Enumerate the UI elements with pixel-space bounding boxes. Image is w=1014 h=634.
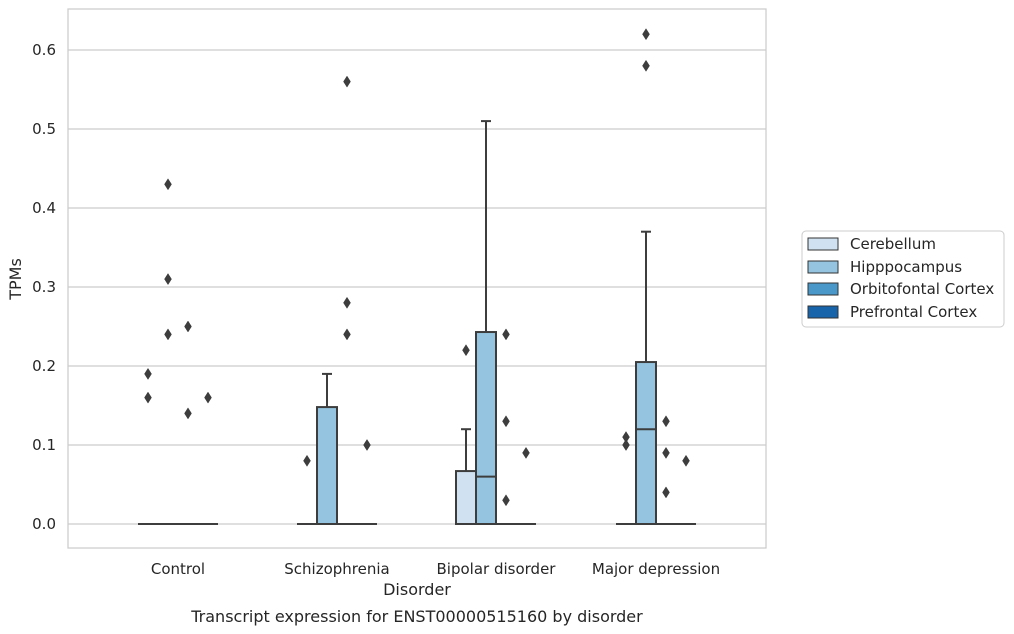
legend-label: Cerebellum — [850, 235, 936, 253]
box-plot — [656, 415, 676, 525]
legend-swatch — [807, 237, 839, 251]
y-tick-label: 0.0 — [32, 515, 56, 533]
legend-frame — [801, 230, 1005, 328]
box-plot — [158, 178, 178, 525]
legend-label: Orbitofontal Cortex — [850, 280, 994, 298]
outlier-point — [164, 273, 172, 286]
outlier-point — [522, 446, 530, 459]
legend-swatch — [807, 305, 839, 319]
box — [316, 406, 338, 525]
y-tick-labels: 0.0 0.1 0.2 0.3 0.4 0.5 0.6 — [32, 41, 56, 533]
outlier-point — [184, 320, 192, 333]
x-tick-labels: Control Schizophrenia Bipolar disorder Majo… — [151, 560, 720, 578]
outlier-point — [184, 407, 192, 420]
box-plot — [178, 320, 198, 525]
x-tick-label: Control — [151, 560, 205, 578]
x-tick-label: Bipolar disorder — [437, 560, 557, 578]
box-plot — [616, 431, 636, 525]
box-plot — [676, 454, 696, 525]
outlier-point — [622, 439, 630, 451]
box-plot — [297, 454, 317, 525]
y-tick-label: 0.3 — [32, 278, 56, 296]
outlier-point — [642, 28, 650, 41]
y-tick-label: 0.5 — [32, 120, 56, 138]
box — [635, 361, 657, 525]
box-plot — [316, 372, 338, 525]
outlier-point — [462, 344, 470, 357]
outlier-point — [343, 328, 351, 341]
legend-swatch — [807, 260, 839, 274]
legend: Cerebellum Hipppocampus Orbitofontal Cor… — [801, 230, 1005, 328]
outlier-point — [204, 391, 212, 404]
y-tick-label: 0.4 — [32, 199, 56, 217]
x-tick-label: Major depression — [592, 560, 720, 578]
box-plot — [138, 367, 158, 525]
box-plot — [337, 75, 357, 525]
box-plot — [357, 439, 377, 525]
outlier-point — [144, 391, 152, 404]
legend-label: Prefrontal Cortex — [850, 303, 977, 321]
box — [475, 331, 497, 525]
outlier-point — [164, 328, 172, 341]
box-plot — [198, 391, 218, 525]
outlier-point — [682, 454, 690, 467]
y-tick-label: 0.6 — [32, 41, 56, 59]
outlier-point — [502, 494, 510, 507]
outlier-point — [343, 75, 351, 88]
x-tick-label: Schizophrenia — [284, 560, 389, 578]
y-tick-label: 0.1 — [32, 436, 56, 454]
box-plots — [138, 28, 696, 526]
y-tick-label: 0.2 — [32, 357, 56, 375]
x-axis-label: Disorder — [383, 580, 451, 599]
outlier-point — [164, 178, 172, 191]
outlier-point — [502, 415, 510, 428]
box-plot — [475, 120, 497, 525]
outlier-point — [662, 446, 670, 459]
box-plot — [635, 28, 657, 525]
legend-label: Hipppocampus — [850, 258, 962, 276]
outlier-point — [642, 59, 650, 72]
y-axis-label: TPMs — [6, 258, 25, 301]
legend-swatch — [807, 282, 839, 296]
outlier-point — [303, 454, 311, 467]
box-plot — [516, 446, 536, 525]
outlier-point — [662, 415, 670, 428]
plot-frame — [67, 8, 767, 549]
outlier-point — [363, 439, 371, 451]
outlier-point — [502, 328, 510, 341]
outlier-point — [144, 367, 152, 380]
outlier-point — [343, 296, 351, 309]
chart-caption: Transcript expression for ENST0000051516… — [190, 607, 643, 626]
box — [455, 470, 477, 526]
outlier-point — [662, 486, 670, 499]
box-plot — [496, 328, 516, 525]
